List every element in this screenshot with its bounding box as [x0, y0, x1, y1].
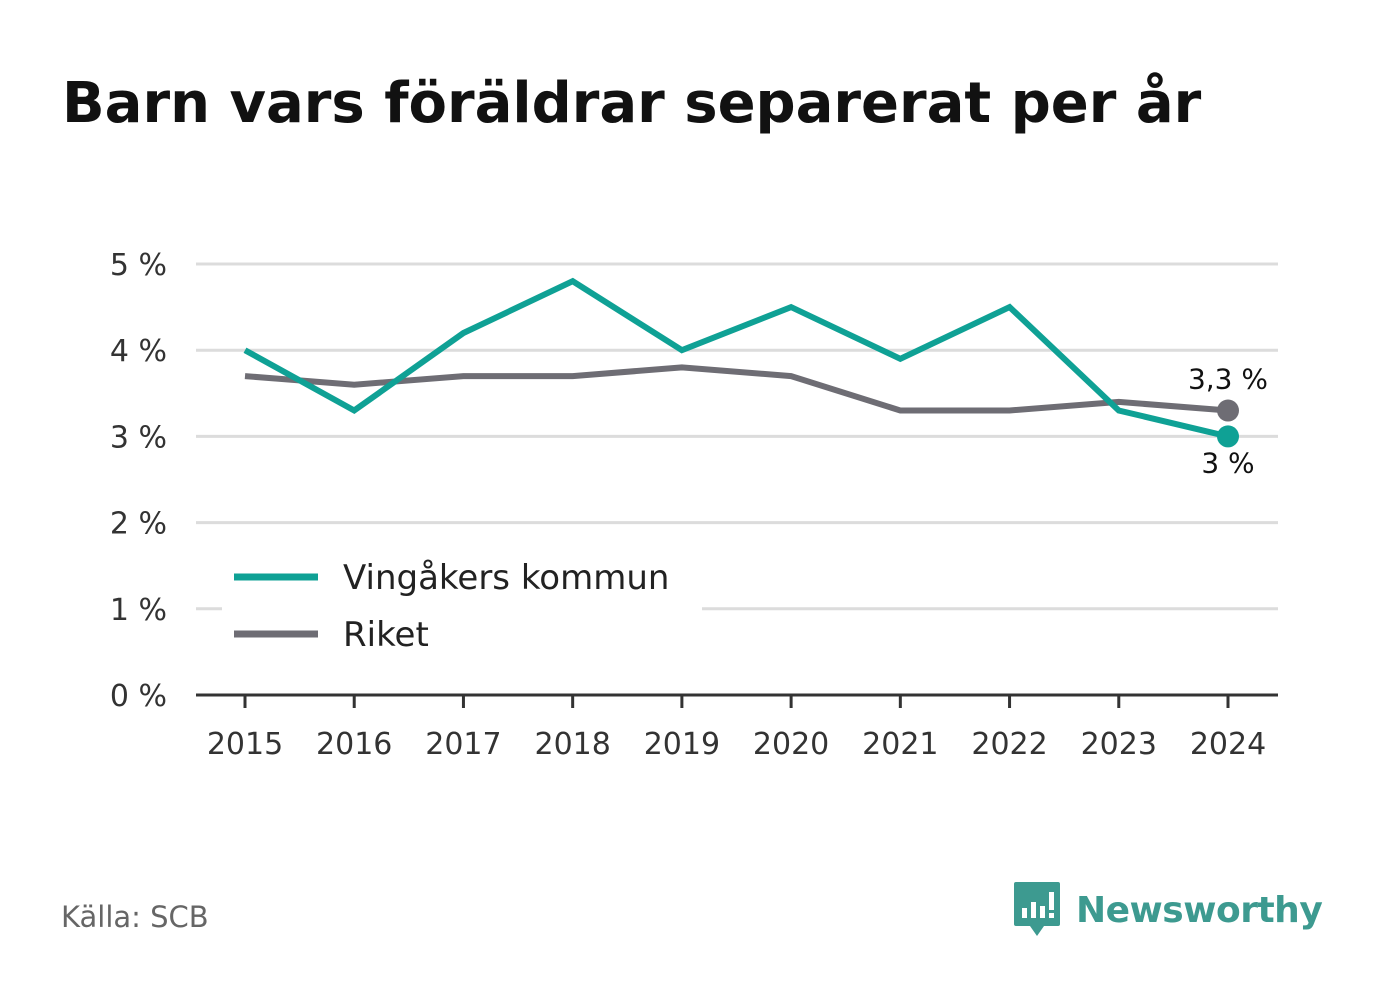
- x-tick-label: 2017: [425, 727, 501, 762]
- newsworthy-logo-icon: [1014, 882, 1060, 936]
- end-value-label: 3 %: [1201, 446, 1254, 479]
- y-tick-label: 0 %: [110, 679, 167, 714]
- x-tick-label: 2020: [753, 727, 829, 762]
- end-point-marker: [1217, 399, 1239, 422]
- source-note: Källa: SCB: [61, 900, 209, 934]
- y-tick-label: 2 %: [110, 507, 167, 542]
- brand-logo-group: Newsworthy: [1012, 880, 1323, 940]
- x-tick-label: 2018: [534, 727, 610, 762]
- y-tick-label: 5 %: [110, 248, 167, 283]
- series-line: [243, 277, 1229, 440]
- x-tick-label: 2016: [316, 727, 392, 762]
- x-tick-label: 2021: [862, 727, 938, 762]
- y-axis-tick-labels: 0 % 1 % 2 % 3 % 4 % 5 %: [110, 248, 167, 714]
- legend: Vingåkers kommun Riket: [222, 548, 702, 666]
- x-tick-label: 2024: [1190, 727, 1266, 762]
- chart-title: Barn vars föräldrar separerat per år: [62, 71, 1202, 136]
- end-labels: 3,3 % 3 %: [1188, 363, 1268, 480]
- y-tick-label: 1 %: [110, 593, 167, 628]
- legend-label: Riket: [343, 615, 429, 655]
- x-tick-label: 2015: [207, 727, 283, 762]
- y-tick-label: 3 %: [110, 420, 167, 455]
- x-tick-label: 2022: [971, 727, 1047, 762]
- brand-name: Newsworthy: [1076, 889, 1323, 931]
- y-tick-label: 4 %: [110, 334, 167, 369]
- legend-label: Vingåkers kommun: [343, 558, 669, 598]
- end-point-marker: [1217, 425, 1239, 448]
- legend-background: [222, 548, 702, 666]
- x-axis: 2015 2016 2017 2018 2019 2020 2021 2022 2023 2024: [196, 693, 1278, 762]
- x-tick-label: 2023: [1081, 727, 1157, 762]
- end-value-label: 3,3 %: [1188, 363, 1268, 396]
- series-line: [244, 364, 1229, 414]
- x-tick-label: 2019: [644, 727, 720, 762]
- series-lines: [243, 277, 1229, 440]
